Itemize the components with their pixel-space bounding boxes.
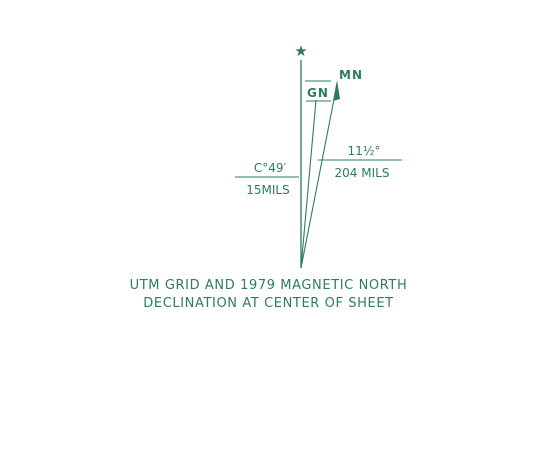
grid-north-line (300, 99, 317, 269)
caption-line-2: DECLINATION AT CENTER OF SHEET (143, 296, 394, 311)
mn-label: MN (339, 68, 363, 82)
mn-declination-degrees: 11½° (348, 144, 381, 158)
caption-line-1: UTM GRID AND 1979 MAGNETIC NORTH (129, 278, 408, 293)
gn-declination-degrees: C°49′ (254, 161, 287, 175)
true-north-star-icon: ★ (294, 42, 307, 60)
magnetic-north-arrowhead-icon (333, 80, 340, 101)
mn-declination-mils: 204 MILS (335, 166, 390, 180)
gn-declination-mils: 15MILS (246, 183, 289, 197)
gn-label: GN (307, 86, 329, 100)
magnetic-north-line (300, 83, 338, 269)
